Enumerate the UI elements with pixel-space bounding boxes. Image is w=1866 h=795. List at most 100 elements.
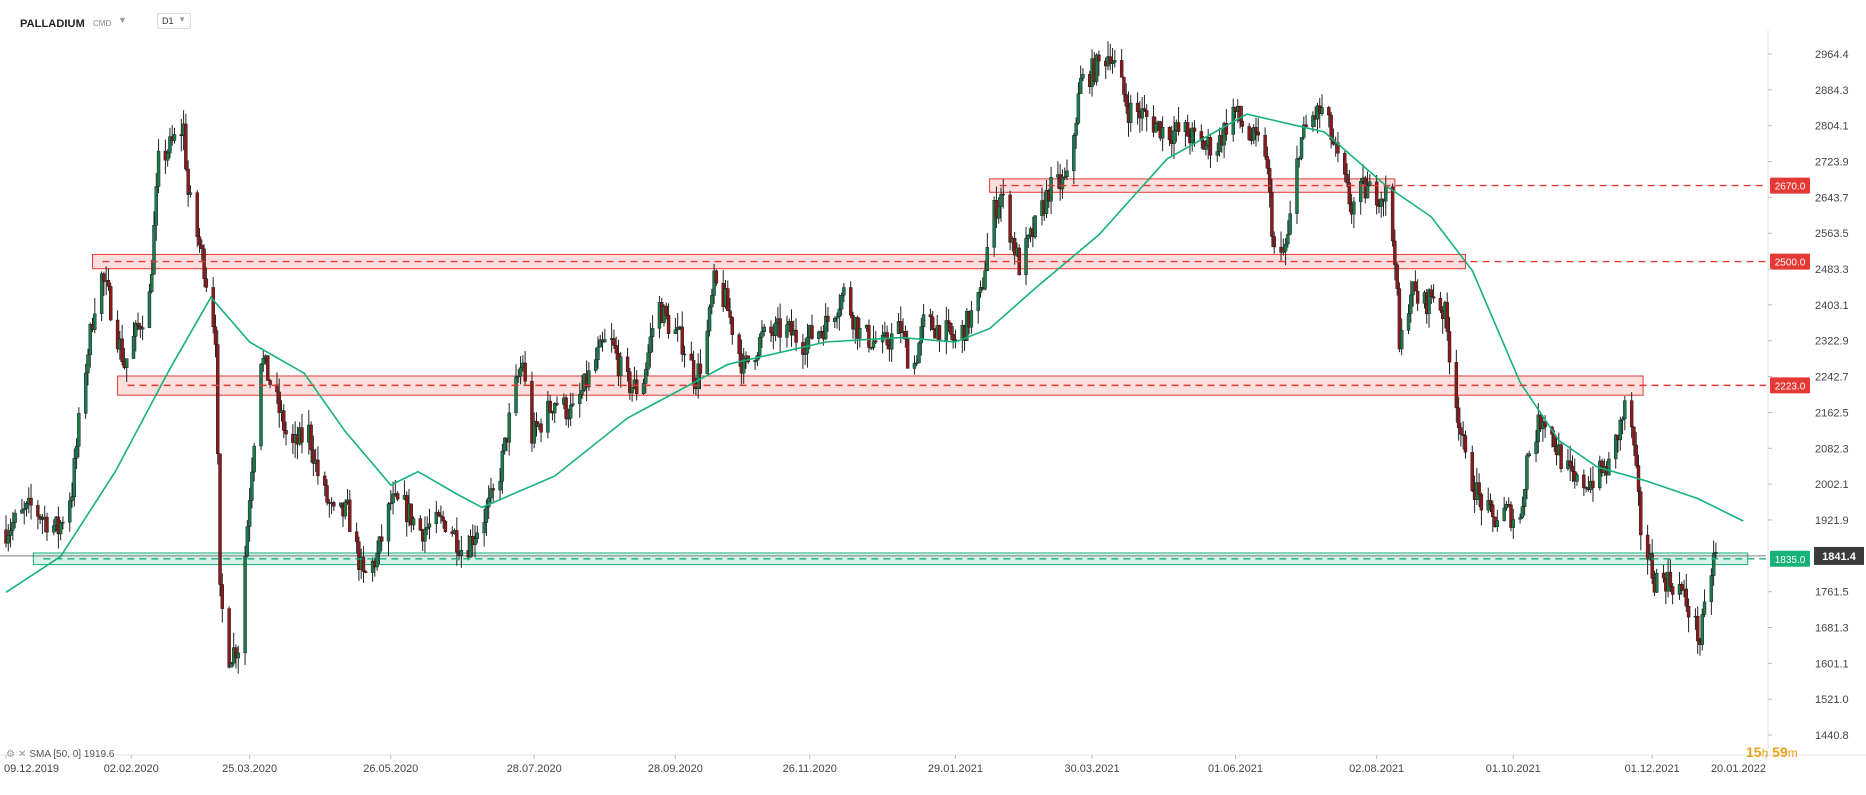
candle[interactable]	[1684, 588, 1689, 607]
candle[interactable]	[741, 358, 746, 374]
candle[interactable]	[823, 315, 828, 340]
candle[interactable]	[867, 325, 871, 348]
candle[interactable]	[833, 318, 837, 322]
candle[interactable]	[1695, 615, 1700, 642]
candle[interactable]	[578, 394, 582, 404]
candle[interactable]	[1632, 426, 1636, 446]
candle[interactable]	[247, 500, 252, 527]
candle[interactable]	[332, 502, 336, 507]
candle[interactable]	[184, 123, 188, 170]
candle[interactable]	[1033, 215, 1037, 238]
candle[interactable]	[1208, 137, 1213, 156]
candle[interactable]	[598, 339, 602, 348]
candle[interactable]	[93, 313, 97, 330]
candle[interactable]	[1463, 435, 1468, 453]
candle[interactable]	[1279, 246, 1283, 253]
candle[interactable]	[300, 427, 304, 443]
candle[interactable]	[1142, 108, 1147, 111]
candle[interactable]	[473, 538, 477, 545]
candle[interactable]	[855, 317, 860, 339]
candle[interactable]	[507, 412, 511, 443]
candle[interactable]	[835, 316, 839, 319]
candle[interactable]	[1199, 131, 1204, 142]
candle[interactable]	[140, 327, 145, 330]
candle[interactable]	[109, 286, 113, 321]
candle[interactable]	[156, 150, 161, 187]
candle[interactable]	[915, 362, 919, 365]
candle[interactable]	[612, 338, 616, 346]
candle[interactable]	[1445, 302, 1449, 332]
candle[interactable]	[284, 430, 288, 435]
candle[interactable]	[1265, 156, 1270, 169]
candle[interactable]	[1297, 158, 1301, 160]
candle[interactable]	[52, 525, 56, 533]
candle[interactable]	[1329, 114, 1333, 140]
candle[interactable]	[200, 244, 204, 250]
candle[interactable]	[1447, 331, 1452, 363]
candle[interactable]	[134, 322, 138, 337]
candle[interactable]	[152, 225, 156, 275]
candle[interactable]	[1655, 572, 1659, 593]
candle[interactable]	[789, 321, 794, 336]
candle[interactable]	[903, 331, 908, 340]
candle[interactable]	[1618, 419, 1622, 441]
candle[interactable]	[1639, 491, 1643, 536]
candle[interactable]	[83, 372, 88, 414]
candle[interactable]	[1670, 586, 1675, 595]
candle[interactable]	[912, 362, 917, 369]
candle[interactable]	[760, 331, 764, 338]
candle[interactable]	[13, 512, 17, 523]
candle[interactable]	[245, 526, 250, 557]
candle[interactable]	[259, 364, 263, 447]
candle[interactable]	[325, 485, 329, 503]
candle[interactable]	[1012, 237, 1017, 256]
candle[interactable]	[992, 200, 996, 248]
candle[interactable]	[1431, 296, 1436, 299]
candle[interactable]	[773, 322, 778, 336]
candle[interactable]	[628, 371, 632, 394]
candle[interactable]	[871, 340, 876, 348]
candle[interactable]	[619, 356, 623, 377]
candle[interactable]	[86, 354, 90, 374]
candle[interactable]	[1502, 507, 1506, 521]
candle[interactable]	[1302, 124, 1306, 138]
candle[interactable]	[68, 500, 72, 523]
candle[interactable]	[1415, 290, 1420, 304]
candle[interactable]	[498, 481, 502, 491]
candle[interactable]	[441, 516, 445, 522]
candle[interactable]	[168, 136, 172, 154]
candle[interactable]	[1661, 572, 1666, 579]
candle[interactable]	[728, 310, 732, 318]
candle[interactable]	[1511, 519, 1515, 528]
candle[interactable]	[1575, 474, 1579, 482]
candle[interactable]	[1347, 182, 1352, 205]
candle[interactable]	[680, 326, 684, 355]
candle[interactable]	[11, 522, 15, 531]
candle[interactable]	[726, 288, 730, 311]
candle[interactable]	[377, 536, 382, 554]
candle[interactable]	[6, 535, 10, 544]
candle[interactable]	[72, 458, 77, 497]
candle[interactable]	[1238, 106, 1242, 122]
candle[interactable]	[1488, 500, 1493, 505]
candle[interactable]	[1281, 250, 1286, 253]
candle[interactable]	[810, 325, 814, 339]
candle[interactable]	[1190, 127, 1194, 144]
candle[interactable]	[250, 471, 254, 501]
candle[interactable]	[566, 418, 571, 420]
candle[interactable]	[949, 323, 953, 335]
candle[interactable]	[1607, 458, 1611, 476]
candle[interactable]	[1263, 134, 1267, 157]
candle[interactable]	[1456, 407, 1461, 428]
candle[interactable]	[1160, 127, 1165, 139]
candle[interactable]	[1336, 142, 1340, 154]
candle[interactable]	[58, 522, 63, 535]
candle[interactable]	[930, 316, 935, 330]
candle[interactable]	[928, 314, 933, 318]
candle[interactable]	[1176, 122, 1181, 132]
candle[interactable]	[1509, 504, 1513, 528]
candle[interactable]	[309, 424, 313, 451]
candle[interactable]	[762, 326, 766, 332]
candle[interactable]	[1113, 60, 1117, 63]
candle[interactable]	[1409, 294, 1413, 314]
